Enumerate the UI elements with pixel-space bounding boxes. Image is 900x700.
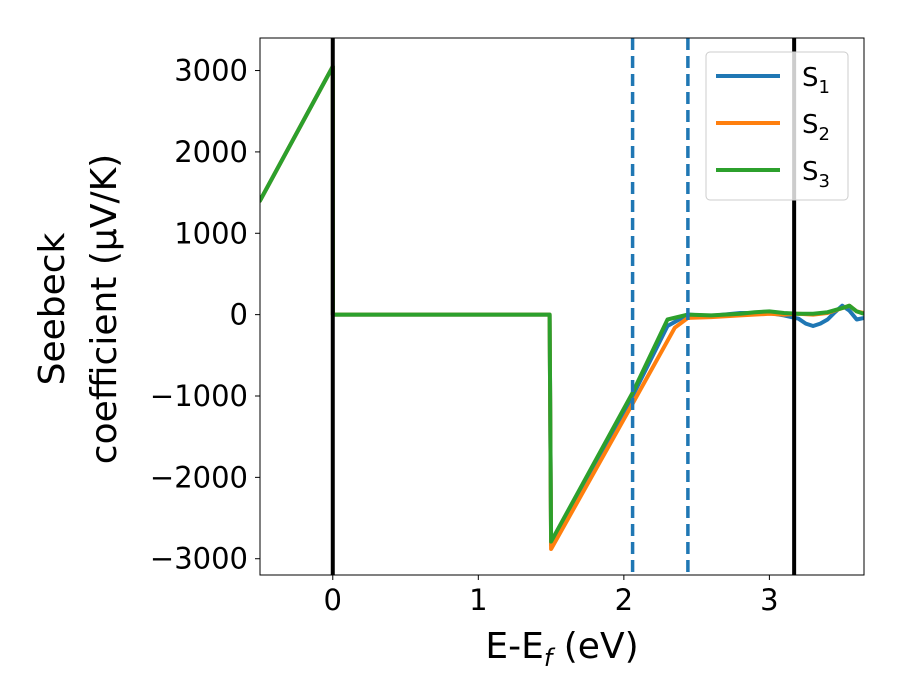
legend-label-s1: S1 [802,63,830,98]
y-ticks: 3000 2000 1000 0 −1000 −2000 −3000 [150,54,260,576]
x-tick-label: 3 [760,583,778,617]
x-tick-label: 0 [324,583,342,617]
y-tick-label: 0 [230,298,248,332]
legend-box [705,51,849,201]
legend-entries: S1 S2 S3 [716,63,830,192]
y-tick-label: 1000 [174,216,248,250]
y-tick-label: 2000 [174,135,248,169]
plot-frame [259,37,865,576]
x-axis-title: E-Ef (eV) [485,626,638,672]
y-axis-title: Seebeck coefficient (μV/K) [32,154,125,464]
y-axis-title-line2: coefficient (μV/K) [84,154,125,464]
legend-label-s2: S2 [802,110,830,145]
x-axis-title-main: E-E [485,626,543,667]
y-axis-title-line1: Seebeck [32,232,73,385]
x-ticks: 0 1 2 3 [324,575,779,617]
series-layer [260,64,864,551]
y-tick-label: −1000 [150,379,248,413]
legend-label-s3: S3 [802,157,830,192]
legend: S1 S2 S3 [705,51,849,201]
plot-clip-group [260,64,864,551]
y-tick-label: −2000 [150,460,248,494]
y-tick-label: −3000 [150,542,248,576]
series-line-s3 [260,64,864,544]
x-tick-label: 2 [615,583,633,617]
x-axis-title-unit: (eV) [552,626,638,667]
x-tick-label: 1 [469,583,487,617]
y-tick-label: 3000 [174,54,248,88]
